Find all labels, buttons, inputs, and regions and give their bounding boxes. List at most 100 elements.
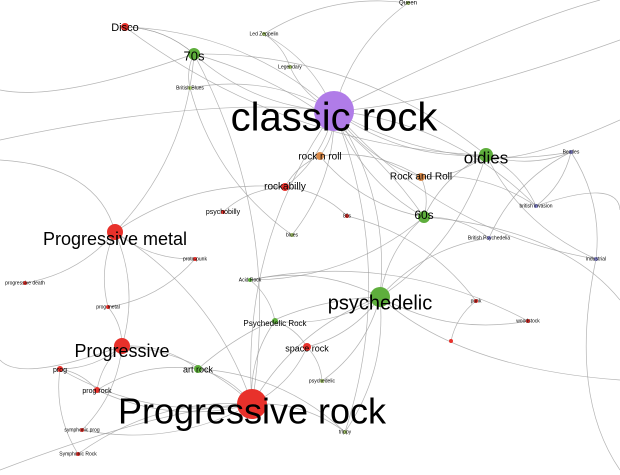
edge-proto-punk-prog-metal	[107, 258, 196, 308]
node-industrial[interactable]	[594, 257, 598, 261]
node-mini-red[interactable]	[449, 339, 453, 343]
label-art-rock: art rock	[183, 364, 214, 374]
edge-psychedelic-psychedelic-rock	[274, 296, 381, 323]
node-rock-n-roll[interactable]	[316, 152, 324, 160]
node-rock-and-roll[interactable]	[417, 173, 425, 181]
edge-outer-11	[535, 192, 620, 211]
node-prog-metal[interactable]	[106, 305, 110, 309]
edge-outer-4	[379, 296, 620, 381]
node-progressive-metal[interactable]	[107, 224, 123, 240]
edge-rockabilly-progressive-metal	[114, 185, 286, 233]
edge-60s-acid-rock	[249, 216, 425, 281]
label-space-rock: space rock	[285, 343, 329, 353]
label-prog: prog	[53, 367, 67, 374]
edge-british-psychedelia-beatles	[488, 151, 572, 239]
label-progressive: Progressive	[74, 341, 169, 361]
label-british-blues: British Blues	[176, 85, 204, 91]
node-british-invasion[interactable]	[534, 204, 538, 208]
label-progressive-rock: Progressive rock	[118, 391, 387, 432]
edge-progressive-art-rock	[121, 345, 199, 370]
label-proto-punk: proto-punk	[183, 256, 207, 262]
graph-nodes	[23, 1, 598, 456]
label-60s: 60s	[414, 208, 433, 222]
node-prog-rock[interactable]	[94, 387, 100, 393]
node-60s[interactable]	[418, 211, 430, 223]
edge-70s-progressive-metal	[114, 53, 195, 233]
node-progressive-death[interactable]	[23, 281, 27, 285]
edge-progressive-rock-symphonic-prog	[81, 403, 253, 436]
node-rockabilly-2[interactable]	[345, 214, 349, 218]
label-woodstock: woodstock	[516, 318, 540, 324]
edge-classic-rock-progressive-rock	[250, 110, 335, 405]
edge-progressive-metal-proto-punk	[114, 231, 196, 260]
node-acid-rock[interactable]	[248, 278, 252, 282]
node-beatles[interactable]	[569, 150, 573, 154]
label-symphonic-rock: Symphonic Rock	[59, 451, 97, 457]
node-symphonic-prog[interactable]	[80, 428, 84, 432]
edge-progressive-symphonic-prog	[81, 345, 123, 431]
node-psychedelic-rock[interactable]	[272, 318, 278, 324]
node-oldies[interactable]	[479, 148, 493, 162]
edge-prog-symphonic-rock	[58, 368, 79, 455]
edge-outer-7	[0, 159, 116, 233]
edge-punk-mini-red	[450, 300, 477, 342]
edge-classic-rock-industrial	[333, 110, 597, 260]
label-prog-rock: prog rock	[82, 388, 112, 395]
node-british-blues[interactable]	[188, 86, 192, 90]
node-progressive-rock[interactable]	[237, 389, 267, 419]
edge-outer-1	[333, 0, 601, 112]
node-symphonic-rock[interactable]	[76, 452, 80, 456]
edge-outer-2	[485, 119, 620, 158]
edge-outer-6	[0, 345, 123, 370]
label-rock-and-roll: Rock and Roll	[390, 172, 452, 183]
label-rockabilly: rockabilly	[264, 182, 306, 193]
edge-progressive-rock-progressive-metal	[114, 231, 253, 405]
node-prog[interactable]	[57, 366, 63, 372]
node-proto-punk[interactable]	[193, 257, 197, 261]
edge-prog-prog-rock	[59, 368, 98, 391]
node-woodstock[interactable]	[526, 319, 530, 323]
edge-oldies-70s	[193, 53, 487, 156]
label-disco: Disco	[111, 22, 139, 34]
node-psychobilly[interactable]	[221, 210, 225, 214]
node-70s[interactable]	[188, 48, 200, 60]
node-queen[interactable]	[406, 1, 410, 5]
edge-outer-10	[585, 258, 620, 471]
node-rockabilly[interactable]	[281, 183, 289, 191]
edge-rock-and-roll-british-invasion	[420, 175, 537, 207]
node-punk[interactable]	[474, 299, 478, 303]
node-progressive[interactable]	[114, 338, 130, 354]
node-trippy[interactable]	[343, 430, 347, 434]
graph-labels: classic rock Progressive rock psychedelic P…	[5, 1, 606, 458]
label-blues: blues	[286, 232, 298, 238]
node-blues[interactable]	[290, 233, 294, 237]
node-psychedelic-2[interactable]	[320, 379, 324, 383]
node-led-zeppelin[interactable]	[262, 32, 266, 36]
node-disco[interactable]	[121, 23, 129, 31]
edge-oldies-60s	[423, 154, 487, 218]
edge-british-invasion-beatles	[535, 151, 572, 207]
edge-outer-5	[0, 403, 253, 471]
node-legendary[interactable]	[288, 65, 292, 69]
edge-oldies-psychedelic	[379, 154, 487, 298]
node-art-rock[interactable]	[194, 365, 202, 373]
edge-60s-rock-n-roll	[319, 155, 425, 218]
label-rockabilly-2: 80s	[343, 213, 352, 219]
label-trippy: trippy	[339, 429, 352, 435]
edge-rock-n-roll-rock-and-roll	[319, 154, 422, 178]
label-oldies: oldies	[464, 148, 508, 167]
node-space-rock[interactable]	[303, 343, 311, 351]
node-classic-rock[interactable]	[314, 91, 354, 131]
edge-rock-n-roll-rockabilly	[284, 155, 321, 188]
label-psychedelic-rock: Psychedelic Rock	[243, 319, 307, 328]
edge-oldies-disco	[124, 26, 487, 156]
node-british-psychedelia[interactable]	[487, 236, 491, 240]
label-acid-rock: Acid Rock	[239, 277, 262, 283]
label-psychedelic-2: psychedelic	[309, 378, 336, 384]
edge-psychedelic-woodstock	[379, 296, 529, 326]
node-psychedelic[interactable]	[370, 287, 390, 307]
label-psychedelic: psychedelic	[328, 292, 433, 314]
label-legendary: Legendary	[278, 64, 302, 70]
label-prog-metal: prog metal	[96, 304, 120, 310]
